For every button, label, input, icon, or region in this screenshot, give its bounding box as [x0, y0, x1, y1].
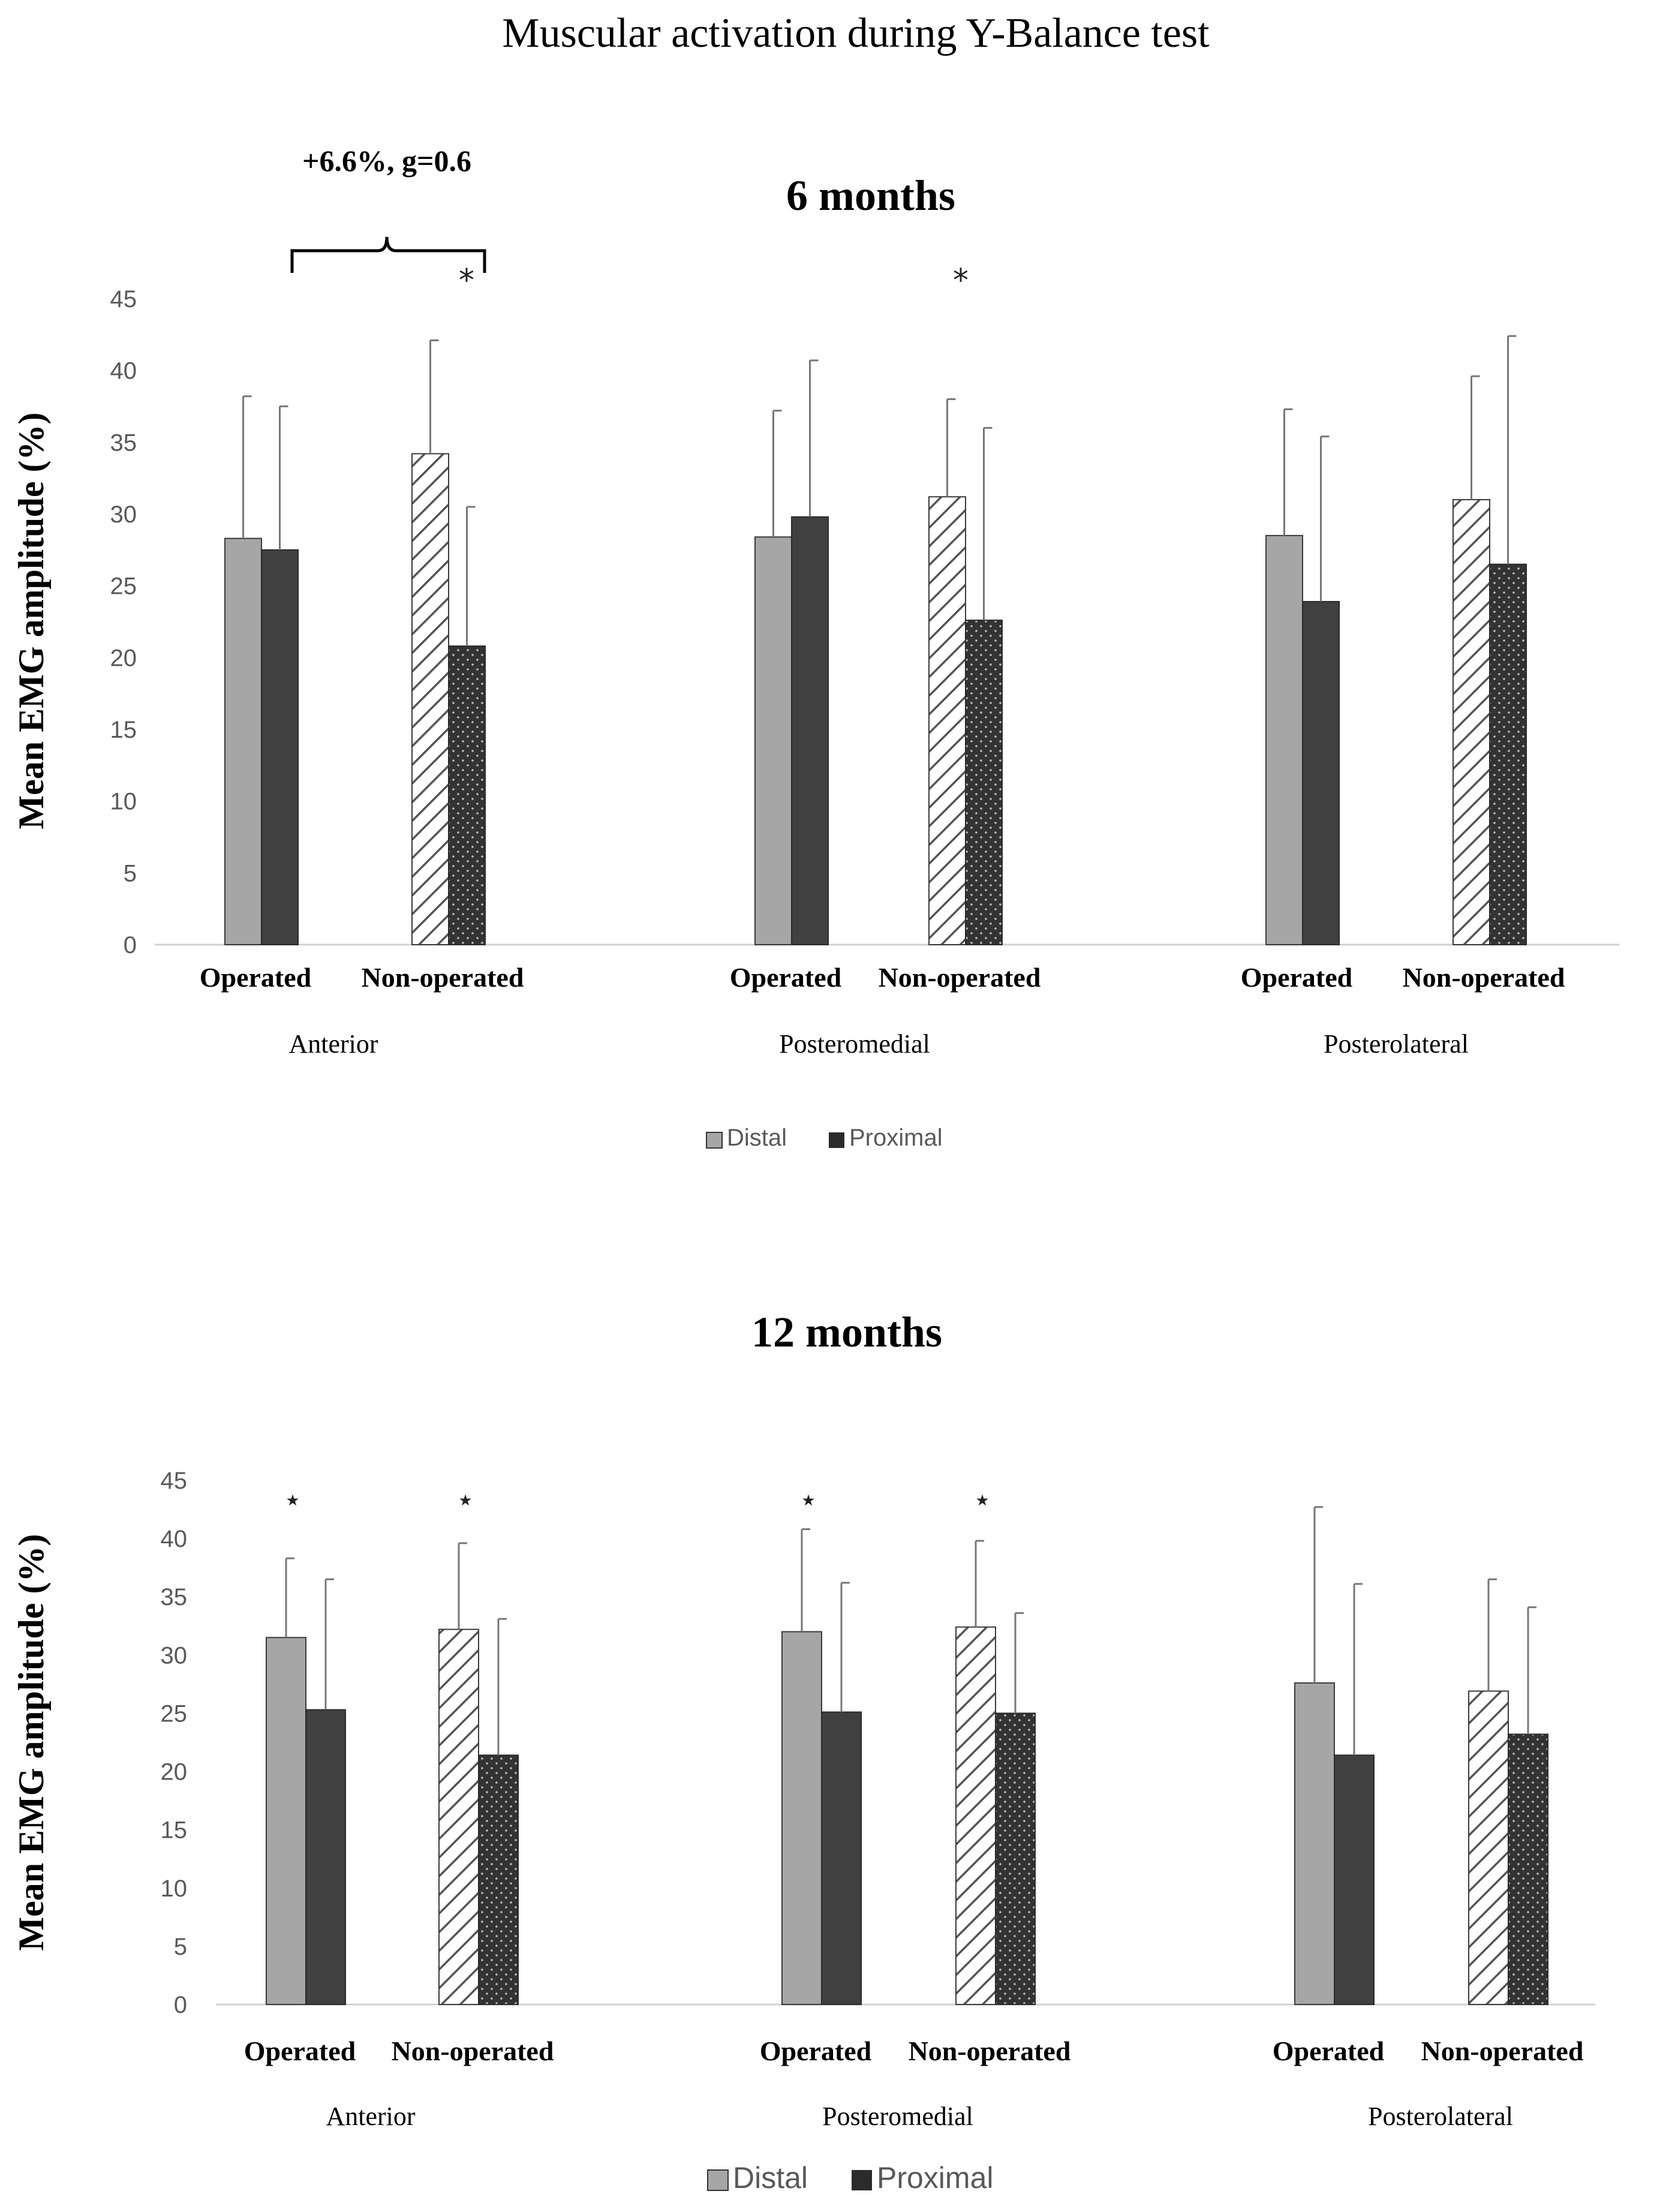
- y-axis-label: Mean EMG amplitude (%): [11, 413, 51, 830]
- y-tick-label: 5: [124, 860, 137, 886]
- bar-distal-0: [266, 1637, 306, 2005]
- bar-proximal-3: [995, 1712, 1036, 2005]
- bar-proximal-4: [1334, 1754, 1375, 2006]
- y-tick-label: 25: [110, 573, 137, 600]
- y-tick-label: 35: [110, 429, 137, 456]
- bar-proximal-1: [478, 1754, 519, 2006]
- section-label: Posteromedial: [779, 1029, 930, 1059]
- legend-label-distal: Distal: [733, 2161, 808, 2195]
- section-label: Posterolateral: [1324, 1029, 1469, 1059]
- y-tick-label: 45: [161, 1468, 188, 1494]
- legend-label-proximal: Proximal: [849, 1125, 943, 1151]
- panel-title: 6 months: [786, 172, 955, 220]
- group-label: Operated: [760, 2036, 872, 2066]
- group-label: Operated: [200, 962, 312, 993]
- bar-distal-2: [754, 536, 792, 945]
- bar-distal-5: [1468, 1690, 1509, 2005]
- significance-marker: *: [953, 263, 969, 299]
- y-tick-label: 0: [174, 1992, 187, 2018]
- legend: Distal Proximal: [707, 2161, 993, 2195]
- section-label: Anterior: [326, 2102, 415, 2131]
- group-label: Operated: [730, 962, 842, 993]
- effect-size-annotation: +6.6%, g=0.6: [302, 144, 471, 178]
- bar-distal-3: [955, 1626, 996, 2005]
- bar-distal-4: [1265, 534, 1303, 945]
- legend-swatch-proximal: [852, 2170, 872, 2190]
- y-tick-label: 10: [110, 789, 137, 815]
- y-axis-label: Mean EMG amplitude (%): [11, 1534, 51, 1951]
- bar-proximal-0: [261, 549, 299, 945]
- figure-title: Muscular activation during Y-Balance tes…: [502, 10, 1210, 56]
- y-tick-label: 35: [161, 1584, 188, 1610]
- legend-swatch-proximal: [829, 1132, 844, 1148]
- y-tick-label: 30: [110, 501, 137, 528]
- bar-proximal-3: [965, 620, 1003, 945]
- legend-swatch-distal: [706, 1132, 723, 1149]
- bar-proximal-2: [821, 1711, 862, 2005]
- chart-6-months: 6 months Mean EMG amplitude (%) 0 5 10 15 20 25…: [11, 144, 1619, 1151]
- group-label: Operated: [1273, 2036, 1385, 2066]
- panel-title: 12 months: [751, 1308, 942, 1356]
- y-tick-label: 25: [161, 1700, 188, 1727]
- y-tick-label: 30: [161, 1642, 188, 1669]
- bar-distal-5: [1452, 499, 1490, 945]
- y-tick-label: 0: [124, 932, 137, 958]
- group-label: Non-operated: [1421, 2036, 1584, 2066]
- significance-marker: *: [459, 263, 474, 299]
- group-label: Operated: [1241, 962, 1353, 993]
- bar-distal-1: [438, 1628, 479, 2006]
- comparison-bracket: [290, 236, 486, 273]
- bar-distal-3: [928, 496, 966, 945]
- chart-12-months: 12 months Mean EMG amplitude (%) 0 5 10 15 20 2…: [11, 1308, 1595, 2195]
- group-label: Non-operated: [909, 2036, 1071, 2066]
- y-tick-label: 40: [161, 1526, 188, 1552]
- section-label: Anterior: [288, 1029, 378, 1059]
- group-label: Operated: [244, 2036, 356, 2066]
- y-tick-label: 5: [174, 1934, 187, 1960]
- group-label: Non-operated: [392, 2036, 554, 2066]
- significance-marker: ⋆: [283, 1482, 303, 1518]
- bar-proximal-5: [1489, 563, 1527, 945]
- legend: Distal Proximal: [706, 1125, 943, 1151]
- y-tick-label: 40: [110, 358, 137, 384]
- y-tick-label: 45: [110, 286, 137, 312]
- group-label: Non-operated: [879, 962, 1041, 993]
- significance-marker: ⋆: [456, 1482, 476, 1518]
- y-tick-label: 15: [110, 717, 137, 743]
- bar-proximal-1: [448, 645, 486, 945]
- significance-marker: ⋆: [799, 1482, 819, 1518]
- significance-marker: ⋆: [973, 1482, 993, 1518]
- legend-label-proximal: Proximal: [877, 2161, 993, 2195]
- bar-distal-4: [1294, 1682, 1335, 2006]
- legend-swatch-distal: [707, 2169, 729, 2191]
- legend-label-distal: Distal: [727, 1125, 787, 1151]
- group-label: Non-operated: [362, 962, 524, 993]
- section-label: Posterolateral: [1368, 2102, 1513, 2131]
- bar-distal-2: [781, 1631, 822, 2005]
- bar-proximal-0: [305, 1709, 346, 2005]
- bar-distal-1: [411, 453, 449, 945]
- y-tick-label: 20: [161, 1759, 188, 1786]
- y-tick-label: 10: [161, 1876, 188, 1902]
- bar-proximal-5: [1508, 1733, 1548, 2006]
- y-tick-label: 20: [110, 645, 137, 671]
- group-label: Non-operated: [1403, 962, 1565, 993]
- bar-proximal-2: [791, 516, 829, 945]
- section-label: Posteromedial: [822, 2102, 973, 2131]
- bar-proximal-4: [1302, 600, 1340, 945]
- y-tick-label: 15: [161, 1817, 188, 1844]
- bar-distal-0: [224, 537, 262, 945]
